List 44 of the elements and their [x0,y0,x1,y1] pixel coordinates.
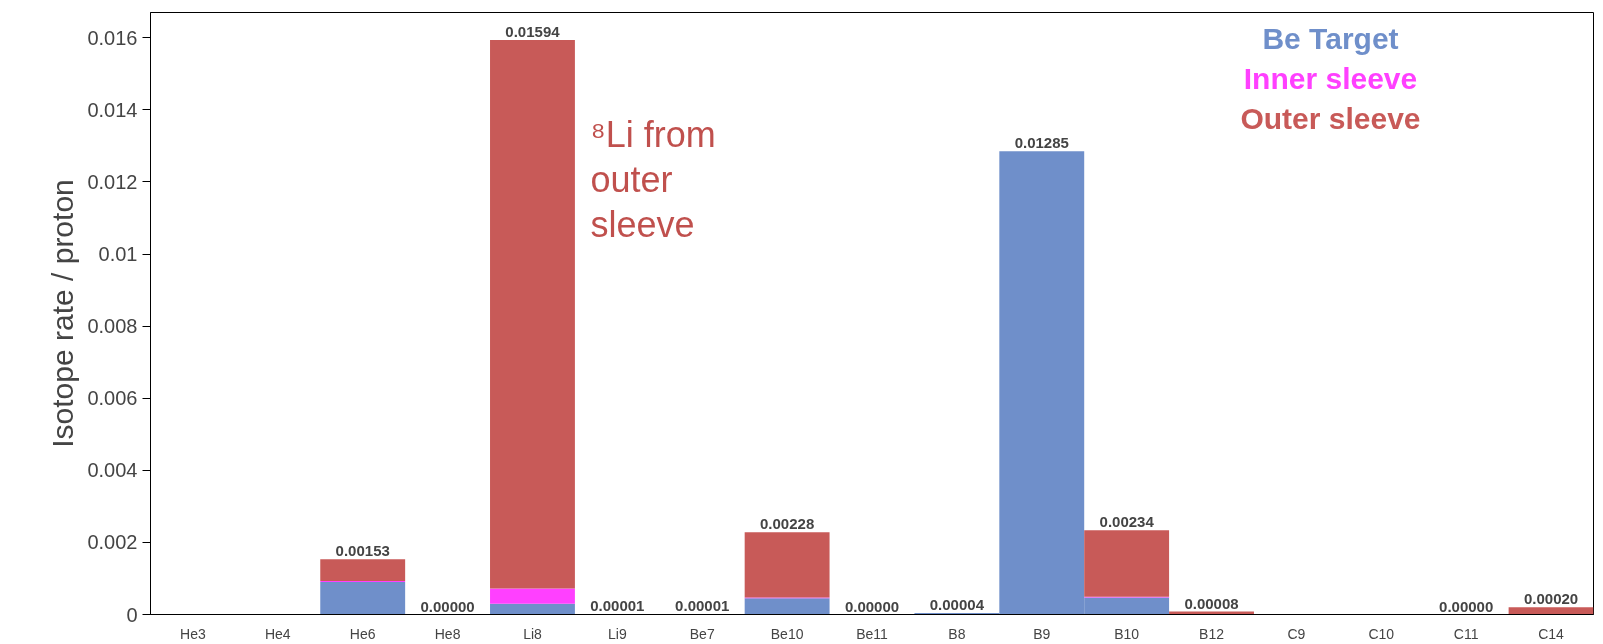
y-tick-label: 0.002 [87,531,138,554]
x-tick-label: C9 [1287,625,1306,642]
total-label: 0.01594 [505,22,561,40]
total-label: 0.00004 [929,596,985,614]
x-tick-label: B10 [1114,625,1140,642]
x-tick-label: Li8 [523,625,543,642]
total-label: 0.00000 [1439,597,1494,615]
total-label: 0.00000 [844,597,900,615]
x-tick-label: B12 [1199,625,1225,642]
x-tick-label: He6 [349,625,376,642]
x-tick-label: He3 [180,625,206,642]
y-axis-title: Isotope rate / proton [46,179,80,448]
y-tick-label: 0.01 [98,243,138,266]
text: Outer sleeve [1240,101,1421,135]
x-tick-label: C11 [1453,625,1479,642]
y-tick-label: 0 [126,603,138,626]
x-tick-label: B8 [948,625,966,642]
total-label: 0.00153 [335,542,390,560]
text: Be Target [1262,21,1399,55]
x-tick-label: Be11 [856,625,889,642]
x-tick-label: C10 [1368,625,1395,642]
y-tick-label: 0.006 [87,387,138,410]
total-label: 0.00020 [1523,590,1579,608]
y-tick-label: 0.016 [87,26,138,49]
total-label: 0.00008 [1184,594,1239,612]
y-tick-label: 0.004 [87,459,138,482]
total-label: 0.00001 [590,597,645,615]
x-tick-label: B9 [1033,625,1051,642]
x-tick-label: He4 [264,625,291,642]
y-tick-label: 0.014 [87,98,138,121]
y-tick-label: 0.012 [87,170,138,193]
total-label: 0.00228 [760,515,815,533]
x-tick-label: Be7 [689,625,715,642]
x-tick-label: Be10 [770,625,804,642]
x-tick-label: Li9 [608,625,627,642]
annotation: ⁸Li from outer sleeve [590,113,716,245]
total-label: 0.00234 [1099,513,1155,531]
total-label: 0.00000 [420,597,475,615]
y-tick-label: 0.008 [87,315,138,338]
text: Inner sleeve [1243,61,1418,95]
x-tick-label: C14 [1538,625,1565,642]
total-label: 0.00001 [675,597,730,615]
total-label: 0.01285 [1014,134,1069,152]
x-tick-label: He8 [434,625,461,642]
